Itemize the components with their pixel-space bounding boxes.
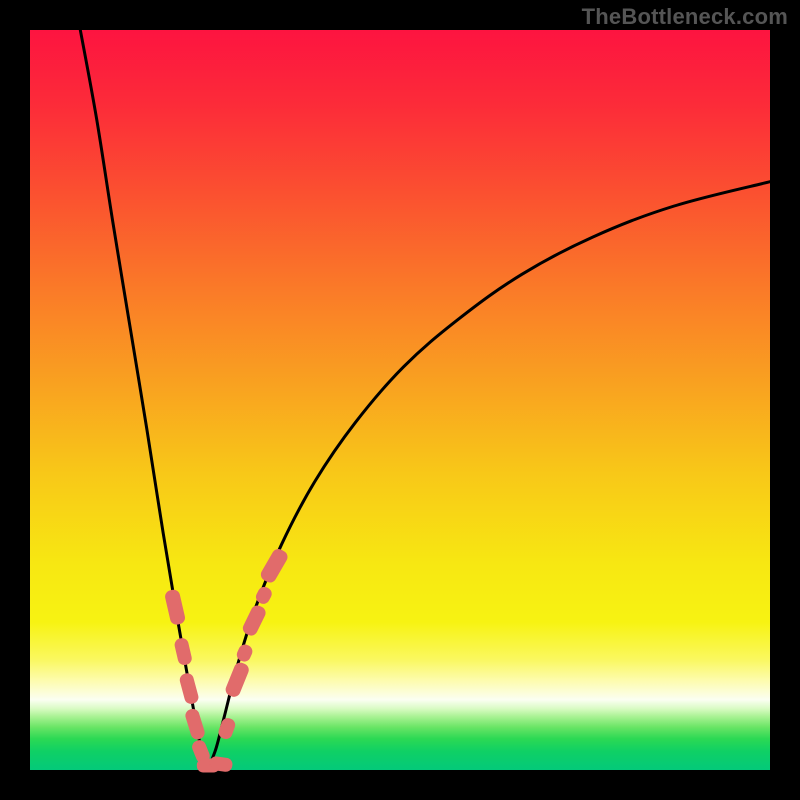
watermark-text: TheBottleneck.com <box>582 4 788 30</box>
bottleneck-chart <box>0 0 800 800</box>
chart-container: TheBottleneck.com <box>0 0 800 800</box>
